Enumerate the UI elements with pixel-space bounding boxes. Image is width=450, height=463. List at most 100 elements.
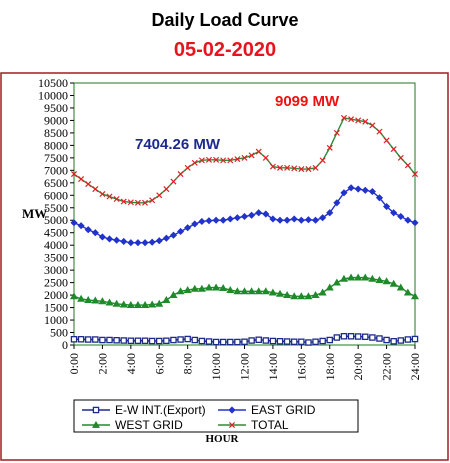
data-point-east-grid xyxy=(191,220,199,228)
legend-marker xyxy=(91,420,101,428)
data-point-east-grid xyxy=(162,234,170,242)
data-point-e-w-int-export xyxy=(120,337,127,344)
data-point-e-w-int-export xyxy=(141,337,149,345)
data-point-west-grid xyxy=(254,287,263,295)
data-point-total xyxy=(305,166,312,173)
y-tick-label: 3000 xyxy=(44,263,68,277)
data-point-west-grid xyxy=(176,287,185,295)
data-point-east-grid xyxy=(311,216,320,224)
data-point-e-w-int-export xyxy=(305,339,312,346)
data-point-e-w-int-export xyxy=(255,336,262,344)
legend-label: TOTAL xyxy=(251,418,289,432)
y-tick-label: 6500 xyxy=(44,176,68,190)
chart-date: 05-02-2020 xyxy=(174,39,276,61)
data-point-west-grid xyxy=(290,292,299,300)
data-point-west-grid xyxy=(354,273,363,281)
data-point-west-grid xyxy=(141,300,150,308)
data-point-total xyxy=(269,163,276,170)
data-point-e-w-int-export xyxy=(212,338,220,346)
data-point-east-grid xyxy=(248,211,256,219)
data-point-west-grid xyxy=(410,292,420,300)
data-point-east-grid xyxy=(134,239,142,247)
data-point-total xyxy=(92,186,99,193)
data-point-total xyxy=(234,156,241,163)
data-point-e-w-int-export xyxy=(326,336,333,344)
data-point-east-grid xyxy=(297,216,305,224)
data-point-total xyxy=(298,166,305,173)
data-point-west-grid xyxy=(325,283,334,291)
data-point-total xyxy=(85,181,92,188)
data-point-east-grid xyxy=(304,216,313,224)
data-point-e-w-int-export xyxy=(404,336,412,343)
data-point-west-grid xyxy=(276,289,285,297)
data-point-east-grid xyxy=(269,215,277,223)
y-tick-label: 6000 xyxy=(44,188,68,202)
y-tick-label: 7500 xyxy=(44,151,68,165)
data-point-east-grid xyxy=(198,217,206,226)
data-point-east-grid xyxy=(233,214,241,222)
data-point-total xyxy=(227,157,234,164)
legend-item-total: TOTAL xyxy=(218,418,289,432)
x-tick-label: 12:00 xyxy=(238,353,252,380)
x-tick-label: 24:00 xyxy=(408,353,422,380)
data-point-total xyxy=(241,154,248,161)
data-point-total xyxy=(191,159,198,166)
x-tick-label: 6:00 xyxy=(152,353,166,374)
legend-item-east-grid: EAST GRID xyxy=(218,403,316,417)
data-point-west-grid xyxy=(183,286,192,294)
data-point-e-w-int-export xyxy=(134,337,142,345)
data-point-east-grid xyxy=(411,219,419,227)
data-point-west-grid xyxy=(297,292,306,300)
y-axis-label: MW xyxy=(22,206,47,221)
data-point-total xyxy=(326,144,333,151)
data-point-west-grid xyxy=(98,297,107,305)
data-point-e-w-int-export xyxy=(390,338,397,345)
data-point-e-w-int-export xyxy=(177,336,184,343)
series-total xyxy=(70,114,419,206)
legend-label: WEST GRID xyxy=(115,418,183,432)
data-point-e-w-int-export xyxy=(241,338,248,346)
data-point-west-grid xyxy=(332,278,341,286)
legend-items: E-W INT.(Export) EAST GRID WEST GRID TOTAL xyxy=(82,403,316,432)
legend-box xyxy=(73,399,359,433)
data-point-west-grid xyxy=(375,276,384,284)
data-point-e-w-int-export xyxy=(84,336,92,343)
data-point-east-grid xyxy=(354,185,362,193)
x-tick-label: 2:00 xyxy=(95,353,109,374)
data-point-east-grid xyxy=(397,212,405,221)
data-point-e-w-int-export xyxy=(319,337,326,345)
data-point-e-w-int-export xyxy=(77,336,85,343)
data-point-total xyxy=(319,157,326,164)
data-point-west-grid xyxy=(268,288,277,296)
data-point-east-grid xyxy=(283,216,291,224)
data-point-west-grid xyxy=(126,300,135,308)
data-point-e-w-int-export xyxy=(92,336,99,343)
data-point-total xyxy=(70,171,78,178)
data-point-total xyxy=(390,146,397,153)
data-point-e-w-int-export xyxy=(148,337,156,345)
data-point-east-grid xyxy=(70,219,78,227)
data-point-west-grid xyxy=(368,274,377,282)
series-east-grid xyxy=(70,184,419,247)
data-point-total xyxy=(106,193,113,200)
data-point-west-grid xyxy=(169,290,178,298)
series-layer xyxy=(69,114,420,346)
data-point-e-w-int-export xyxy=(347,333,355,340)
data-point-total xyxy=(404,162,411,169)
x-tick-label: 0:00 xyxy=(67,353,81,374)
data-point-e-w-int-export xyxy=(283,338,291,345)
data-point-west-grid xyxy=(133,300,142,308)
data-point-east-grid xyxy=(340,189,348,197)
x-tick-label: 20:00 xyxy=(351,353,365,380)
legend-marker xyxy=(228,421,236,429)
data-point-total xyxy=(149,197,156,204)
data-point-e-w-int-export xyxy=(227,338,234,346)
data-point-west-grid xyxy=(318,288,327,296)
data-point-total xyxy=(170,178,177,185)
data-point-east-grid xyxy=(276,216,284,224)
data-point-east-grid xyxy=(176,227,185,236)
data-point-total xyxy=(142,199,149,206)
y-tick-label: 1500 xyxy=(44,301,68,315)
data-point-east-grid xyxy=(148,238,156,246)
data-point-west-grid xyxy=(240,287,249,295)
